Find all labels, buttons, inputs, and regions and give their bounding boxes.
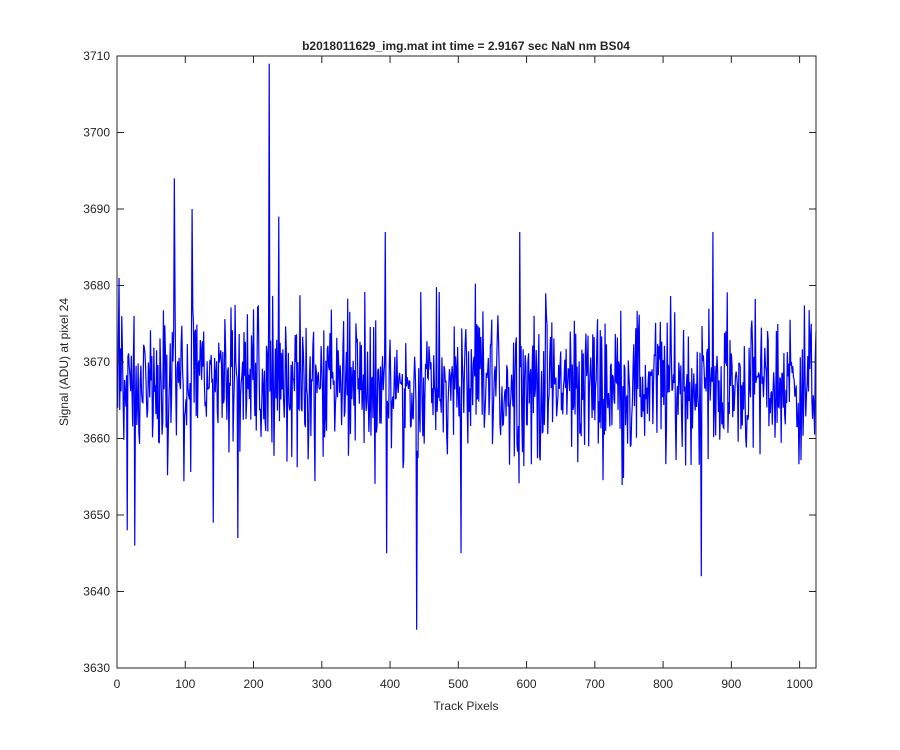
y-tick-label: 3630	[83, 661, 110, 675]
x-tick-label: 1000	[786, 677, 813, 691]
x-tick-label: 600	[517, 677, 537, 691]
x-tick-label: 300	[312, 677, 332, 691]
y-axis-label: Signal (ADU) at pixel 24	[57, 298, 71, 426]
x-axis-label: Track Pixels	[434, 699, 499, 713]
x-tick-label: 500	[448, 677, 468, 691]
y-tick-label: 3690	[83, 202, 110, 216]
x-tick-label: 0	[114, 677, 121, 691]
chart-title: b2018011629_img.mat int time = 2.9167 se…	[302, 39, 630, 53]
y-tick-label: 3680	[83, 279, 110, 293]
y-tick-label: 3700	[83, 126, 110, 140]
tick-layer: 0 100 200 300 400 500 600 700 800 900 1000 3630 3640…	[83, 49, 816, 691]
y-tick-label: 3670	[83, 355, 110, 369]
series-layer	[117, 63, 817, 630]
series-line	[117, 63, 817, 630]
x-tick-label: 100	[175, 677, 195, 691]
y-tick-label: 3710	[83, 49, 110, 63]
y-tick-label: 3640	[83, 585, 110, 599]
y-tick-label: 3660	[83, 432, 110, 446]
x-tick-label: 900	[721, 677, 741, 691]
x-tick-label: 400	[380, 677, 400, 691]
x-tick-label: 800	[653, 677, 673, 691]
x-tick-label: 200	[244, 677, 264, 691]
x-tick-label: 700	[585, 677, 605, 691]
y-tick-label: 3650	[83, 508, 110, 522]
